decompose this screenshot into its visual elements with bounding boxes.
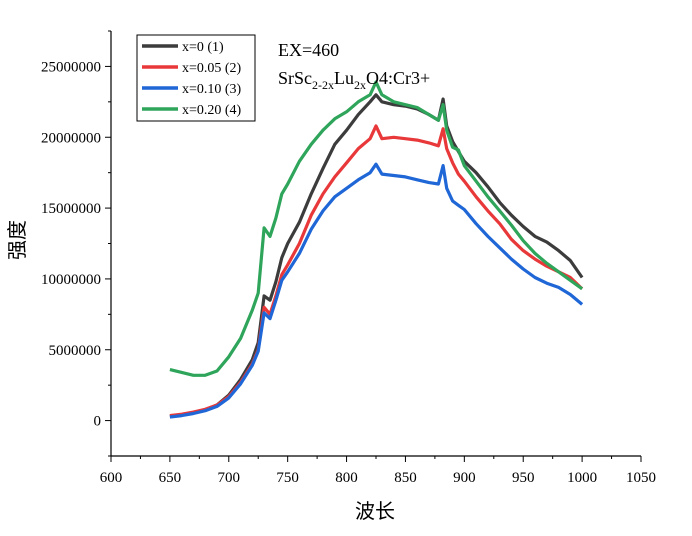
series-lines (169, 80, 584, 419)
y-tick-label: 0 (94, 414, 102, 430)
series-line-3 (169, 162, 584, 419)
y-tick-label: 25000000 (41, 59, 101, 75)
legend-label: x=0.10 (3) (182, 82, 242, 97)
x-tick-label: 700 (218, 470, 241, 486)
annotation: EX=460 SrSc2-2xLu2xO4:Cr3+ (278, 40, 430, 92)
ticks: 600 650 700 750 800 850 900 950 1000 1050 0 5000000… (41, 30, 656, 486)
x-tick-label: 1000 (567, 470, 597, 486)
x-axis-title: 波长 (355, 499, 395, 523)
annotation-excitation: EX=460 (278, 40, 339, 60)
series-line-1 (169, 93, 584, 418)
legend-label: x=0.05 (2) (182, 61, 242, 76)
x-tick-label: 750 (276, 470, 299, 486)
x-tick-label: 900 (453, 470, 476, 486)
x-tick-label: 650 (159, 470, 182, 486)
legend: x=0 (1) x=0.05 (2) x=0.10 (3) x=0.20 (4) (136, 34, 256, 122)
x-tick-label: 950 (512, 470, 535, 486)
legend-label: x=0.20 (4) (182, 103, 242, 118)
legend-box (136, 34, 256, 122)
x-tick-label: 850 (394, 470, 417, 486)
y-tick-label: 20000000 (41, 130, 101, 146)
legend-label: x=0 (1) (182, 40, 224, 55)
x-tick-label: 600 (100, 470, 123, 486)
x-tick-label: 1050 (626, 470, 656, 486)
y-tick-label: 5000000 (49, 343, 102, 359)
series-line-4 (169, 80, 584, 377)
y-tick-label: 10000000 (41, 272, 101, 288)
y-axis-title: 强度 (5, 220, 29, 260)
annotation-formula: SrSc2-2xLu2xO4:Cr3+ (278, 68, 430, 92)
series-line-2 (169, 124, 584, 418)
y-tick-label: 15000000 (41, 201, 101, 217)
x-tick-label: 800 (335, 470, 358, 486)
